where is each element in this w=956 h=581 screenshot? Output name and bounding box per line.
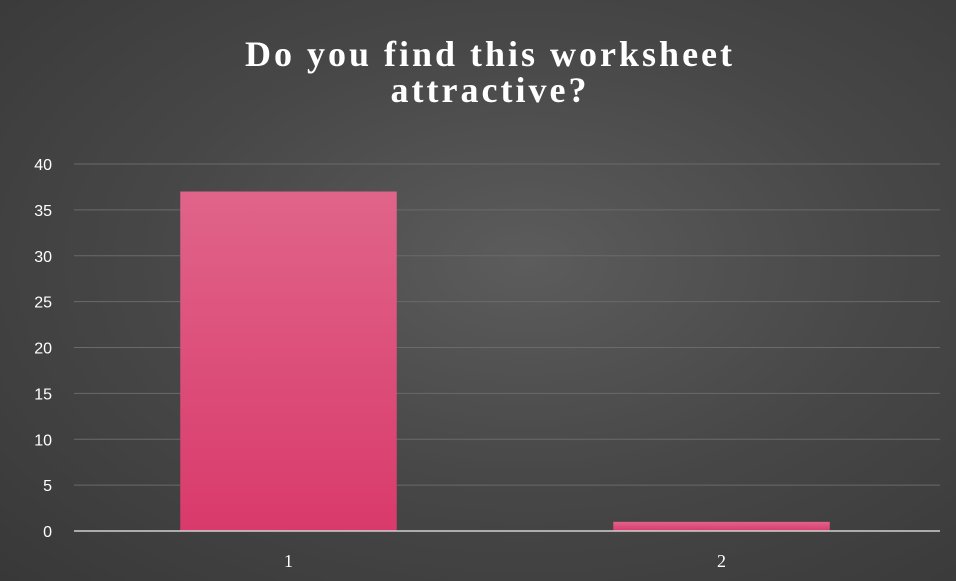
x-tick-label-2: 2 — [717, 551, 726, 571]
y-tick-label-40: 40 — [34, 157, 52, 174]
y-tick-label-30: 30 — [34, 249, 52, 266]
bar-2 — [613, 521, 830, 531]
y-tick-label-5: 5 — [43, 478, 52, 495]
bars — [180, 191, 830, 531]
y-tick-label-25: 25 — [34, 295, 52, 312]
chart-title-line1: Do you find this worksheet — [244, 34, 736, 74]
y-tick-label-15: 15 — [34, 386, 52, 403]
chart-title: Do you find this worksheet attractive? — [0, 36, 956, 108]
y-tick-label-35: 35 — [34, 203, 52, 220]
chart-title-line2: attractive? — [390, 70, 590, 110]
y-tick-label-20: 20 — [34, 341, 52, 358]
bar-1 — [180, 191, 397, 531]
y-tick-label-0: 0 — [43, 524, 52, 541]
y-axis-tick-labels: 0 5 10 15 20 25 30 35 40 — [34, 157, 52, 541]
x-tick-label-1: 1 — [284, 551, 293, 571]
y-tick-label-10: 10 — [34, 432, 52, 449]
